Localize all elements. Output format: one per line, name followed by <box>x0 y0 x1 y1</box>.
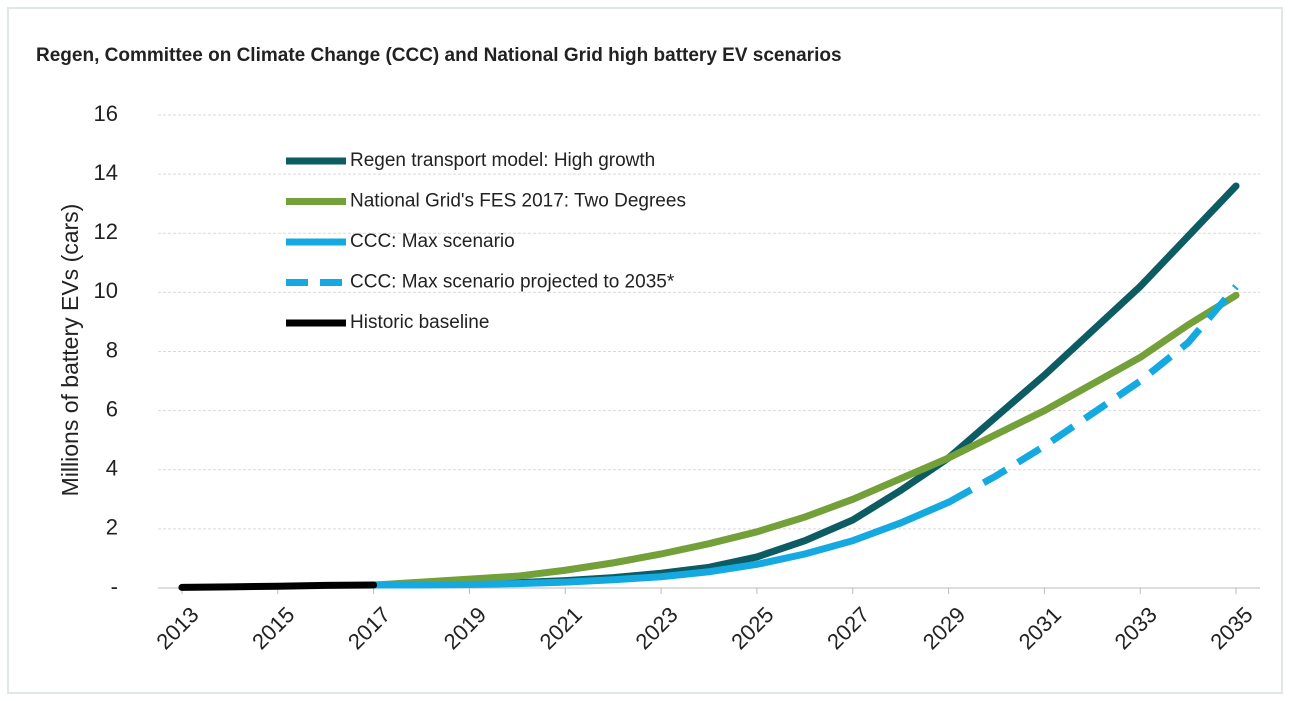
y-tick-label: 12 <box>94 219 118 244</box>
series-line <box>370 291 1240 589</box>
legend-label: CCC: Max scenario projected to 2035* <box>350 272 675 293</box>
chart-title: Regen, Committee on Climate Change (CCC)… <box>36 45 842 66</box>
y-tick-label: 14 <box>94 160 118 185</box>
legend-label: Historic baseline <box>350 312 489 333</box>
y-tick-label: 10 <box>94 278 118 303</box>
y-tick-label: - <box>111 574 118 599</box>
series-line <box>370 498 953 589</box>
y-tick-label: 4 <box>106 456 118 481</box>
y-tick-label: 16 <box>94 101 118 126</box>
legend-label: National Grid's FES 2017: Two Degrees <box>350 191 686 212</box>
y-tick-label: 8 <box>106 337 118 362</box>
y-tick-label: 6 <box>106 396 118 421</box>
series-line <box>946 284 1239 506</box>
y-axis-label: Millions of battery EVs (cars) <box>57 204 83 497</box>
series-line <box>178 581 378 591</box>
legend-label: Regen transport model: High growth <box>350 150 655 171</box>
y-tick-label: 2 <box>106 515 118 540</box>
legend-label: CCC: Max scenario <box>350 231 515 252</box>
